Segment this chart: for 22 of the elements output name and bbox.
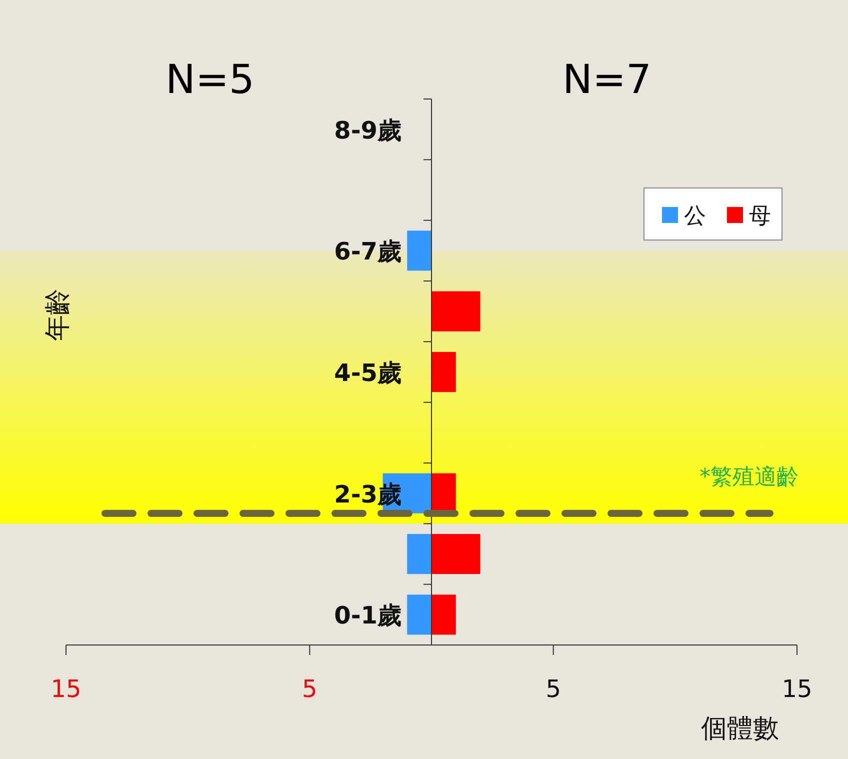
y-tick-label: 4-5歲 — [334, 359, 402, 387]
y-tick-label: 8-9歲 — [334, 116, 402, 144]
annotation: N=5 — [166, 57, 254, 103]
legend-label: 公 — [684, 204, 706, 229]
x-axis-title: 個體數 — [701, 714, 779, 744]
y-axis-title: 年齡 — [43, 289, 73, 341]
bar — [407, 534, 432, 574]
x-tick-label: 5 — [546, 675, 561, 703]
annotation: N=7 — [562, 57, 652, 103]
bar — [432, 352, 456, 392]
bar — [407, 230, 432, 271]
x-tick-label: 15 — [782, 675, 812, 703]
x-tick-label: 5 — [302, 675, 318, 703]
y-tick-label: 0-1歲 — [334, 602, 402, 630]
x-tick-label: 15 — [50, 675, 82, 703]
bar — [432, 534, 480, 574]
legend-label: 母 — [749, 204, 771, 229]
annotation: *繁殖適齡 — [700, 465, 798, 490]
y-tick-label: 6-7歲 — [334, 238, 402, 266]
bar — [432, 594, 456, 635]
bar — [432, 291, 480, 332]
bar — [407, 594, 432, 635]
